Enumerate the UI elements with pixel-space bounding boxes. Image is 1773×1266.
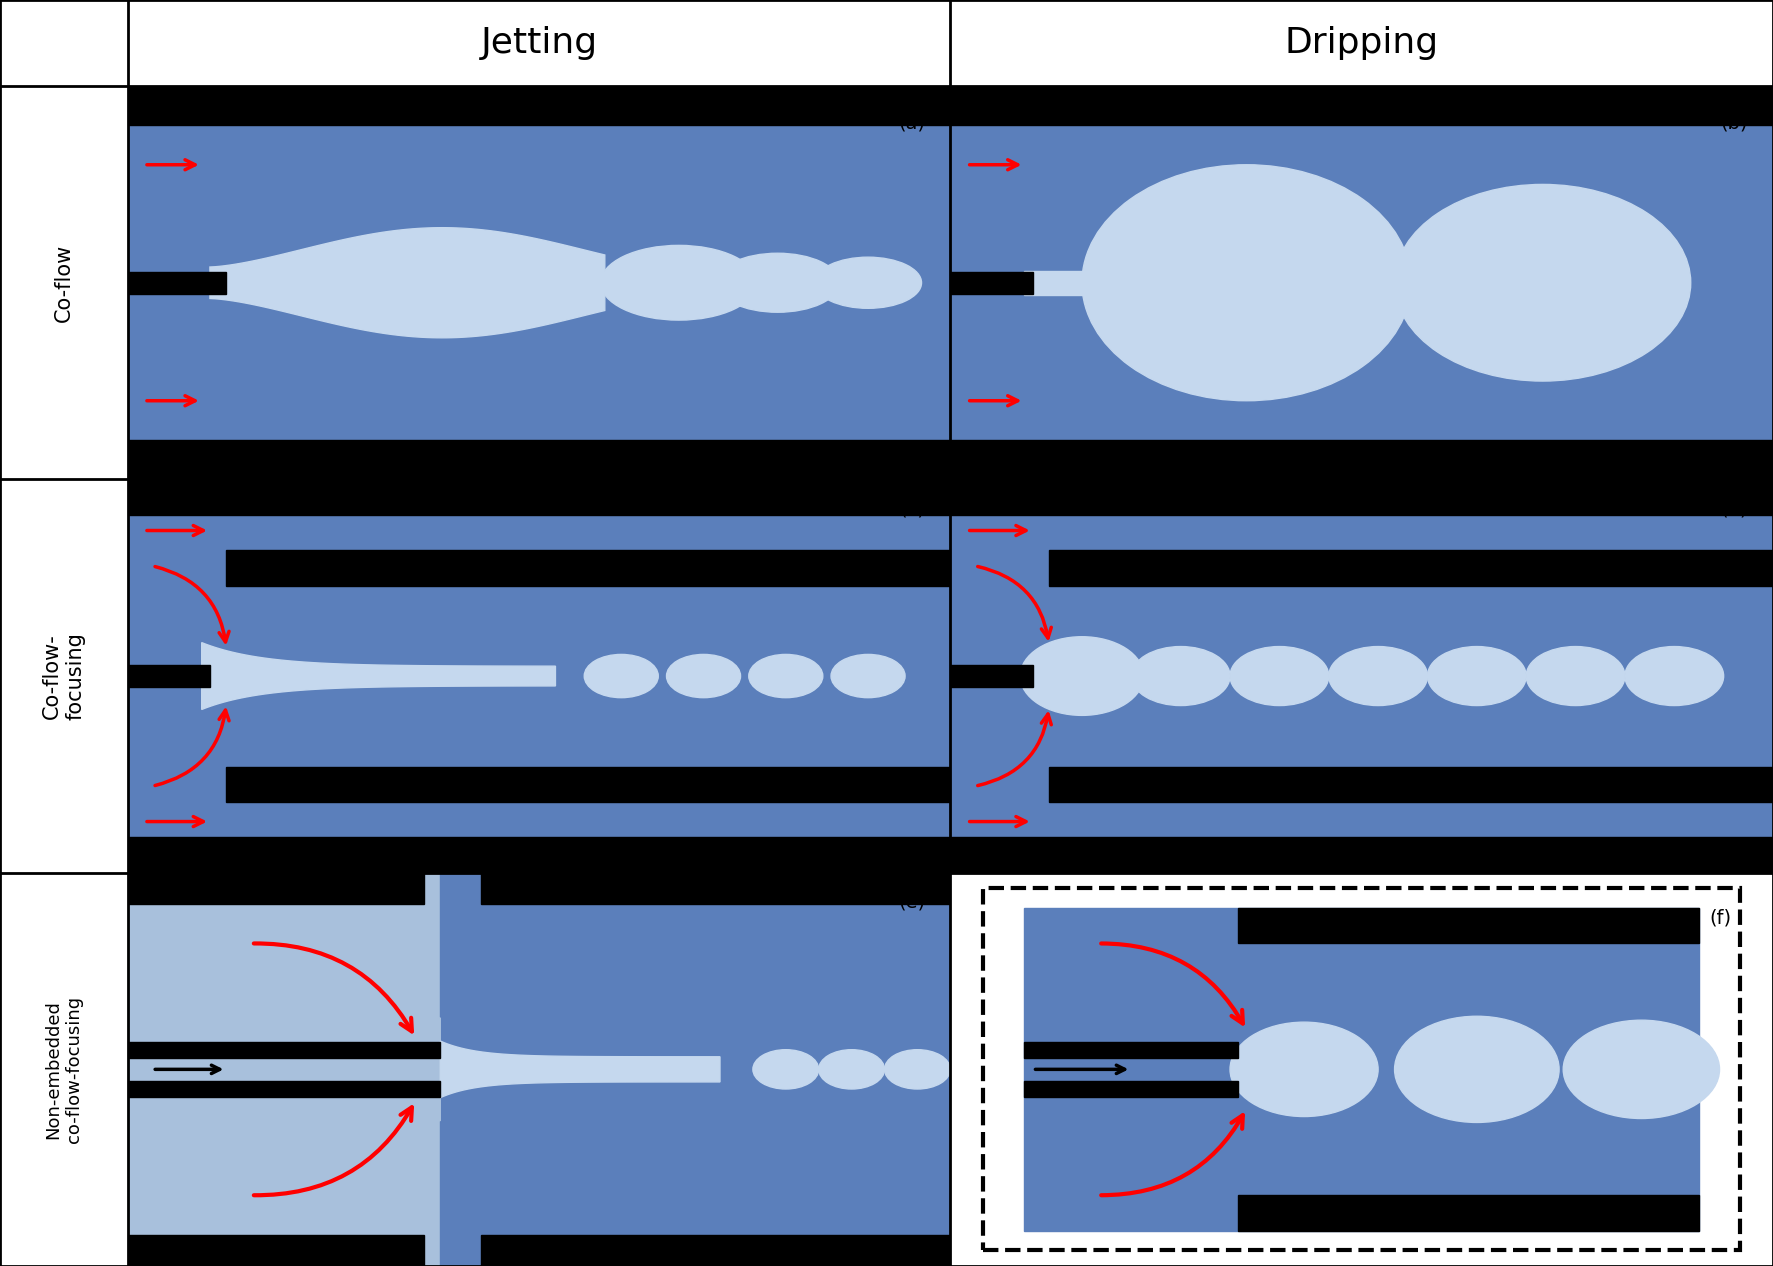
Bar	[1050, 551, 1773, 586]
Ellipse shape	[1395, 1017, 1558, 1123]
Ellipse shape	[1427, 647, 1527, 705]
Bar	[128, 1042, 440, 1057]
Bar	[1025, 271, 1131, 295]
Bar	[128, 665, 209, 687]
Bar	[482, 1234, 950, 1266]
Ellipse shape	[1082, 165, 1411, 401]
Ellipse shape	[1328, 647, 1427, 705]
Ellipse shape	[885, 1050, 950, 1089]
Bar	[128, 480, 950, 515]
Bar	[1025, 1042, 1238, 1057]
Text: Jetting: Jetting	[480, 27, 598, 60]
Ellipse shape	[1624, 647, 1723, 705]
Polygon shape	[202, 643, 555, 709]
Bar	[950, 480, 1773, 515]
Bar	[950, 272, 1032, 294]
Ellipse shape	[585, 655, 658, 698]
Bar	[1025, 1081, 1238, 1096]
Ellipse shape	[1527, 647, 1624, 705]
Bar	[1238, 908, 1699, 943]
Bar	[227, 766, 950, 801]
Ellipse shape	[1230, 1022, 1378, 1117]
Bar	[128, 837, 950, 872]
Ellipse shape	[1230, 647, 1328, 705]
Ellipse shape	[748, 655, 823, 698]
Bar	[128, 86, 950, 125]
Ellipse shape	[1395, 185, 1691, 381]
Bar	[950, 86, 1773, 125]
Bar	[1238, 1195, 1699, 1231]
Bar	[950, 837, 1773, 872]
Ellipse shape	[1019, 637, 1144, 715]
Bar	[128, 1081, 440, 1096]
Text: Raydrop: Raydrop	[1310, 908, 1413, 932]
Ellipse shape	[601, 246, 757, 320]
Text: Dripping: Dripping	[1285, 27, 1438, 60]
Bar	[482, 872, 950, 904]
Text: Non-embedded
co-flow-focusing: Non-embedded co-flow-focusing	[44, 996, 83, 1143]
Bar	[440, 872, 950, 1266]
Text: (e): (e)	[899, 893, 926, 912]
Ellipse shape	[1564, 1020, 1720, 1119]
Bar	[950, 665, 1032, 687]
Polygon shape	[440, 1041, 720, 1098]
Bar	[1025, 908, 1699, 1231]
Ellipse shape	[667, 655, 741, 698]
Ellipse shape	[1131, 647, 1230, 705]
Text: (d): (d)	[1722, 499, 1748, 518]
Polygon shape	[128, 905, 440, 1233]
Text: Co-flow-
focusing: Co-flow- focusing	[43, 632, 85, 720]
Text: (a): (a)	[899, 114, 926, 133]
Bar	[128, 1234, 424, 1266]
Text: Co-flow: Co-flow	[53, 243, 74, 322]
Polygon shape	[209, 228, 605, 338]
Bar	[950, 441, 1773, 480]
Text: (f): (f)	[1709, 908, 1732, 927]
Ellipse shape	[814, 257, 922, 309]
Text: (b): (b)	[1722, 114, 1748, 133]
Ellipse shape	[754, 1050, 819, 1089]
Bar	[128, 441, 950, 480]
Ellipse shape	[716, 253, 839, 313]
Bar	[128, 272, 227, 294]
Bar	[227, 551, 950, 586]
Ellipse shape	[819, 1050, 885, 1089]
Bar	[1050, 766, 1773, 801]
Ellipse shape	[832, 655, 904, 698]
Text: (c): (c)	[899, 499, 926, 518]
Bar	[128, 872, 424, 904]
